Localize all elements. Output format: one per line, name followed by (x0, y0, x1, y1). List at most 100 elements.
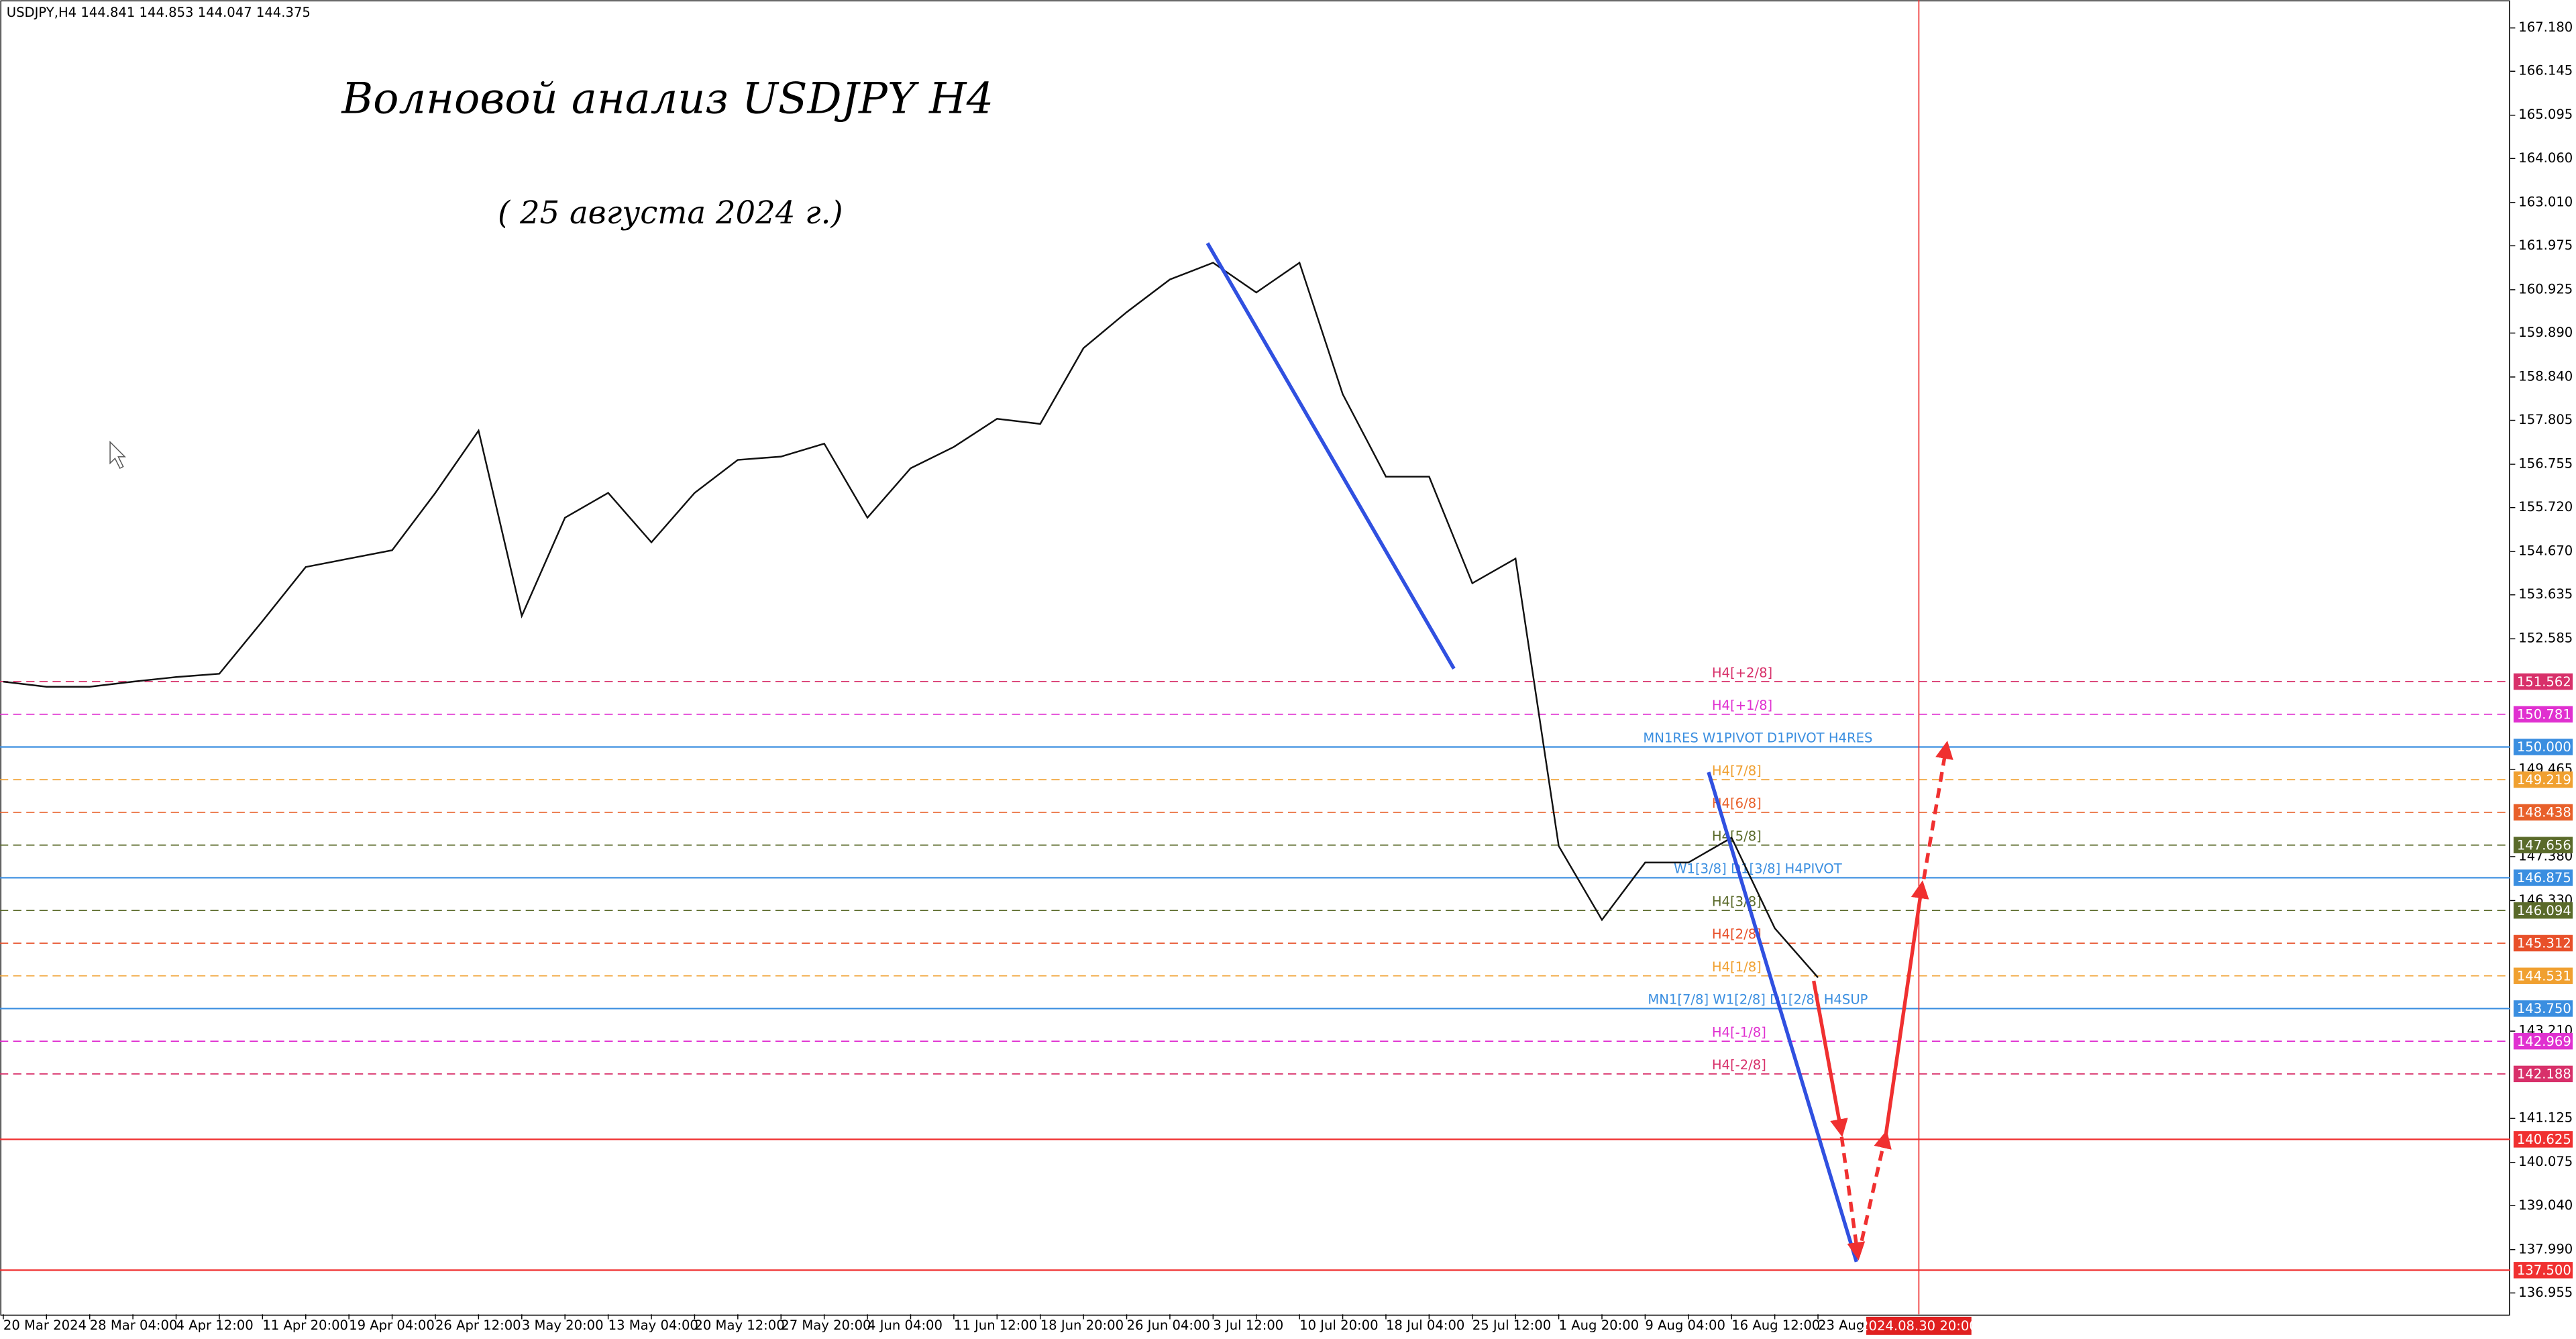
x-tick-label: 25 Jul 12:00 (1472, 1318, 1551, 1333)
x-tick-label: 4 Apr 12:00 (176, 1318, 254, 1333)
level-name: H4[-1/8] (1712, 1024, 1766, 1040)
plot-frame (0, 0, 2510, 1316)
x-tick-label: 28 Mar 04:00 (90, 1318, 178, 1333)
level-name: H4[2/8] (1712, 926, 1762, 942)
level-name: H4[-2/8] (1712, 1057, 1766, 1073)
x-tick-label: 13 May 04:00 (608, 1318, 698, 1333)
levels: H4[+2/8] H4[+1/8] MN1RES W1PIVOT D1PIVOT H… (0, 665, 2511, 1271)
x-tick-label: 1 Aug 20:00 (1559, 1318, 1640, 1333)
y-tick-label: 159.890 (2518, 325, 2573, 340)
level-name: H4[7/8] (1712, 763, 1762, 778)
x-tick-label: 16 Aug 12:00 (1731, 1318, 1820, 1333)
y-tick-label: 141.125 (2518, 1110, 2573, 1126)
level-value: 137.500 (2517, 1263, 2571, 1278)
forecast-arrow (1839, 1136, 1866, 1261)
level-value: 151.562 (2517, 674, 2571, 690)
level-value: 146.094 (2517, 903, 2571, 918)
level-value: 144.531 (2517, 968, 2571, 983)
level-tag (2513, 967, 2573, 984)
level-tag (2513, 934, 2573, 952)
level-tag (2513, 739, 2573, 755)
y-tick-label: 140.075 (2518, 1154, 2573, 1169)
y-tick-label: 166.145 (2518, 63, 2573, 78)
x-tick-label: 18 Jul 04:00 (1386, 1318, 1464, 1333)
y-tick-label: 161.975 (2518, 237, 2573, 253)
y-tick-label: 165.095 (2518, 107, 2573, 122)
level-name: H4[+2/8] (1712, 665, 1772, 680)
y-tick-label: 136.955 (2518, 1285, 2573, 1300)
level-value: 147.656 (2517, 837, 2571, 853)
level-name: H4[3/8] (1712, 894, 1762, 909)
level-tag (2513, 771, 2573, 788)
x-tick-label: 27 May 20:00 (781, 1318, 871, 1333)
level-value: 145.312 (2517, 936, 2571, 951)
axes: 167.180 166.145 165.095 164.060 163.010 161.9… (3, 19, 2573, 1335)
wave-line (1707, 771, 1858, 1263)
level-value: 148.438 (2517, 805, 2571, 820)
chart-title: Волновой анализ USDJPY H4 (341, 74, 994, 123)
mouse-cursor (109, 441, 126, 469)
y-tick-label: 157.805 (2518, 412, 2573, 427)
level-value: 142.188 (2517, 1067, 2571, 1082)
forecast-arrow (1922, 741, 1953, 879)
level-tag (2513, 1131, 2573, 1148)
y-tick-label: 156.755 (2518, 456, 2573, 472)
y-tick-label: 167.180 (2518, 19, 2573, 35)
y-tick-label: 152.585 (2518, 631, 2573, 646)
level-value: 149.219 (2517, 772, 2571, 788)
y-tick-label: 160.925 (2518, 281, 2573, 297)
chart-subtitle: ( 25 августа 2024 г.) (498, 195, 843, 231)
level-tag (2513, 1065, 2573, 1083)
y-tick-label: 139.040 (2518, 1197, 2573, 1213)
x-tick-label: 9 Aug 04:00 (1645, 1318, 1725, 1333)
wave-lines (1205, 242, 1858, 1263)
level-tag (2513, 804, 2573, 821)
level-tag (2513, 1000, 2573, 1017)
x-tick-label: 4 Jun 04:00 (867, 1318, 943, 1333)
x-tick-label: 11 Apr 20:00 (262, 1318, 348, 1333)
y-tick-label: 137.990 (2518, 1241, 2573, 1256)
level-name: H4[+1/8] (1712, 698, 1772, 713)
level-name: MN1[7/8] W1[2/8] D1[2/8] H4SUP (1648, 992, 1868, 1008)
x-tick-label: 10 Jul 20:00 (1299, 1318, 1378, 1333)
price-layer (3, 261, 1819, 978)
x-tick-label: 18 Jun 20:00 (1040, 1318, 1124, 1333)
header: USDJPY,H4 144.841 144.853 144.047 144.37… (7, 5, 311, 20)
price-line (3, 261, 1819, 978)
level-tag (2513, 673, 2573, 690)
y-tick-label: 155.720 (2518, 499, 2573, 515)
y-tick-label: 153.635 (2518, 586, 2573, 602)
y-tick-label: 163.010 (2518, 194, 2573, 209)
forecast-arrow (1856, 1130, 1892, 1258)
cursor-time-tag (1866, 1316, 1972, 1335)
level-tag (2513, 1032, 2573, 1050)
x-tick-label: 26 Apr 12:00 (435, 1318, 521, 1333)
level-name: W1[3/8] D1[3/8] H4PIVOT (1674, 861, 1843, 877)
level-tag (2513, 902, 2573, 919)
x-tick-label: 11 Jun 12:00 (954, 1318, 1037, 1333)
y-tick-label: 158.840 (2518, 368, 2573, 384)
x-tick-label: 19 Apr 04:00 (349, 1318, 435, 1333)
level-name: H4[1/8] (1712, 959, 1762, 975)
level-tag (2513, 706, 2573, 723)
level-value: 150.000 (2517, 739, 2571, 755)
y-tick-label: 164.060 (2518, 150, 2573, 166)
x-tick-label: 26 Jun 04:00 (1127, 1318, 1210, 1333)
y-tick-label: 154.670 (2518, 543, 2573, 559)
level-name: H4[6/8] (1712, 796, 1762, 811)
level-name: H4[5/8] (1712, 828, 1762, 844)
wave-line (1205, 242, 1456, 670)
x-tick-label: 20 May 12:00 (694, 1318, 784, 1333)
level-value: 142.969 (2517, 1034, 2571, 1049)
forecast-arrow (1884, 880, 1929, 1134)
level-tag (2513, 1262, 2573, 1279)
forecast-arrows (1812, 741, 1953, 1261)
cursor-time: 2024.08.30 20:00 (1860, 1318, 1978, 1334)
level-value: 146.875 (2517, 870, 2571, 886)
level-value: 150.781 (2517, 706, 2571, 722)
x-tick-label: 20 Mar 2024 (3, 1318, 87, 1333)
level-name: MN1RES W1PIVOT D1PIVOT H4RES (1643, 731, 1872, 746)
level-tag (2513, 837, 2573, 853)
